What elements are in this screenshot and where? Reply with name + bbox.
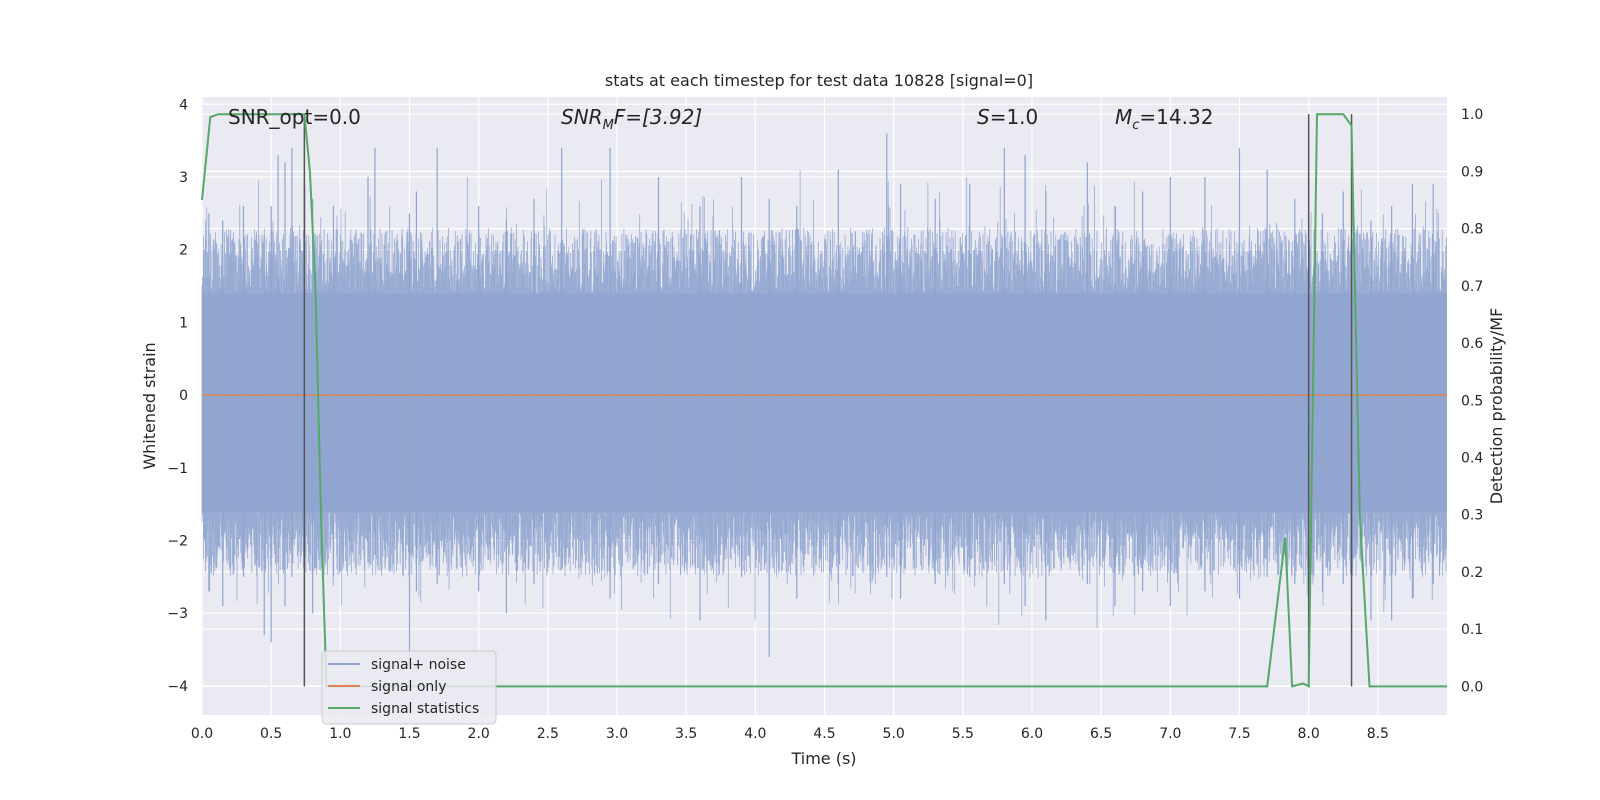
signal-statistics-series [201,113,1447,689]
legend-label-signal-statistics: signal statistics [371,701,479,717]
annotation-s-value: =1.0 [990,105,1039,129]
x-tick-label: 7.0 [1159,726,1181,742]
noise-core [202,293,1447,512]
annotation-snr-mf: SNRMF=[3.92] [561,105,702,133]
x-tick-label: 2.5 [537,726,559,742]
y-right-tick-label: 0.4 [1461,451,1483,467]
legend-label-signal-only: signal only [371,679,446,695]
y-left-tick-label: 2 [179,243,188,259]
x-tick-label: 7.5 [1228,726,1250,742]
y-left-tick-label: 4 [179,97,188,113]
y-right-tick-label: 1.0 [1461,107,1483,123]
annotation-snr-mf-sub: M [603,118,614,133]
x-tick-label: 8.5 [1367,726,1389,742]
x-tick-label: 8.0 [1298,726,1320,742]
annotation-snr-opt: SNR_opt=0.0 [228,105,361,129]
y-right-tick-label: 0.8 [1461,222,1483,238]
y-left-tick-labels: 4 3 2 1 0 −1 −2 −3 −4 [167,97,188,695]
annotation-s: S=1.0 [977,105,1038,129]
x-tick-label: 1.0 [329,726,351,742]
y-left-tick-label: −2 [167,534,188,550]
y-right-tick-label: 0.9 [1461,164,1483,180]
y-left-tick-label: −4 [167,679,188,695]
y-right-axis-label: Detection probability/MF [1487,308,1506,505]
legend: signal+ noise signal only signal statist… [321,650,497,725]
y-left-axis-label: Whitened strain [140,342,159,469]
annotation-mc: Mc=14.32 [1115,105,1213,133]
y-right-tick-label: 0.3 [1461,508,1483,524]
y-right-tick-labels: 1.0 0.9 0.8 0.7 0.6 0.5 0.4 0.3 0.2 0.1 0.0 [1461,107,1483,695]
signal-noise-series [201,133,1447,657]
x-tick-label: 4.5 [813,726,835,742]
y-right-tick-label: 0.0 [1461,679,1483,695]
vertical-markers [303,114,1353,687]
y-left-tick-label: −3 [167,606,188,622]
x-tick-label: 5.0 [883,726,905,742]
x-tick-label: 4.0 [744,726,766,742]
legend-box [321,650,497,725]
x-tick-labels: 0.0 0.5 1.0 1.5 2.0 2.5 3.0 3.5 4.0 4.5 5.0 5.5 6.0 6… [191,726,1389,742]
x-tick-label: 3.0 [606,726,628,742]
annotation-s-symbol: S [977,105,990,129]
y-right-tick-label: 0.5 [1461,393,1483,409]
annotation-mc-value: =14.32 [1139,105,1213,129]
x-tick-label: 0.0 [191,726,213,742]
y-right-tick-label: 0.6 [1461,336,1483,352]
annotation-mc-symbol: M [1115,105,1132,129]
x-tick-label: 5.5 [952,726,974,742]
x-tick-label: 3.5 [675,726,697,742]
x-tick-label: 0.5 [260,726,282,742]
x-tick-label: 6.0 [1021,726,1043,742]
x-axis-label: Time (s) [790,749,856,768]
x-tick-label: 1.5 [398,726,420,742]
y-left-tick-label: 0 [179,388,188,404]
legend-label-signal-noise: signal+ noise [371,657,466,673]
y-left-tick-label: 1 [179,315,188,331]
y-left-tick-label: −1 [167,461,188,477]
y-right-tick-label: 0.2 [1461,565,1483,581]
chart-title: stats at each timestep for test data 108… [605,71,1033,90]
annotation-snr-mf-main: SNR [561,105,603,129]
y-left-tick-label: 3 [179,170,188,186]
y-right-tick-label: 0.7 [1461,279,1483,295]
x-tick-label: 6.5 [1090,726,1112,742]
annotation-mc-sub: c [1132,118,1139,133]
annotation-snr-mf-rest: F=[3.92] [614,105,702,129]
y-right-tick-label: 0.1 [1461,622,1483,638]
x-tick-label: 2.0 [468,726,490,742]
